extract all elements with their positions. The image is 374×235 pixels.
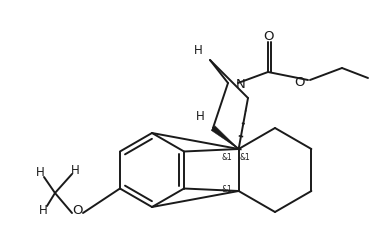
Text: &1: &1 — [239, 153, 250, 161]
Text: H: H — [71, 164, 79, 176]
Polygon shape — [211, 126, 239, 149]
Text: O: O — [72, 204, 82, 218]
Text: O: O — [264, 30, 274, 43]
Text: &1: &1 — [221, 153, 232, 161]
Text: H: H — [36, 167, 45, 180]
Text: N: N — [236, 78, 246, 91]
Text: H: H — [196, 110, 204, 122]
Text: H: H — [194, 43, 202, 56]
Text: O: O — [295, 75, 305, 89]
Text: &1: &1 — [221, 184, 232, 193]
Text: H: H — [39, 204, 47, 216]
